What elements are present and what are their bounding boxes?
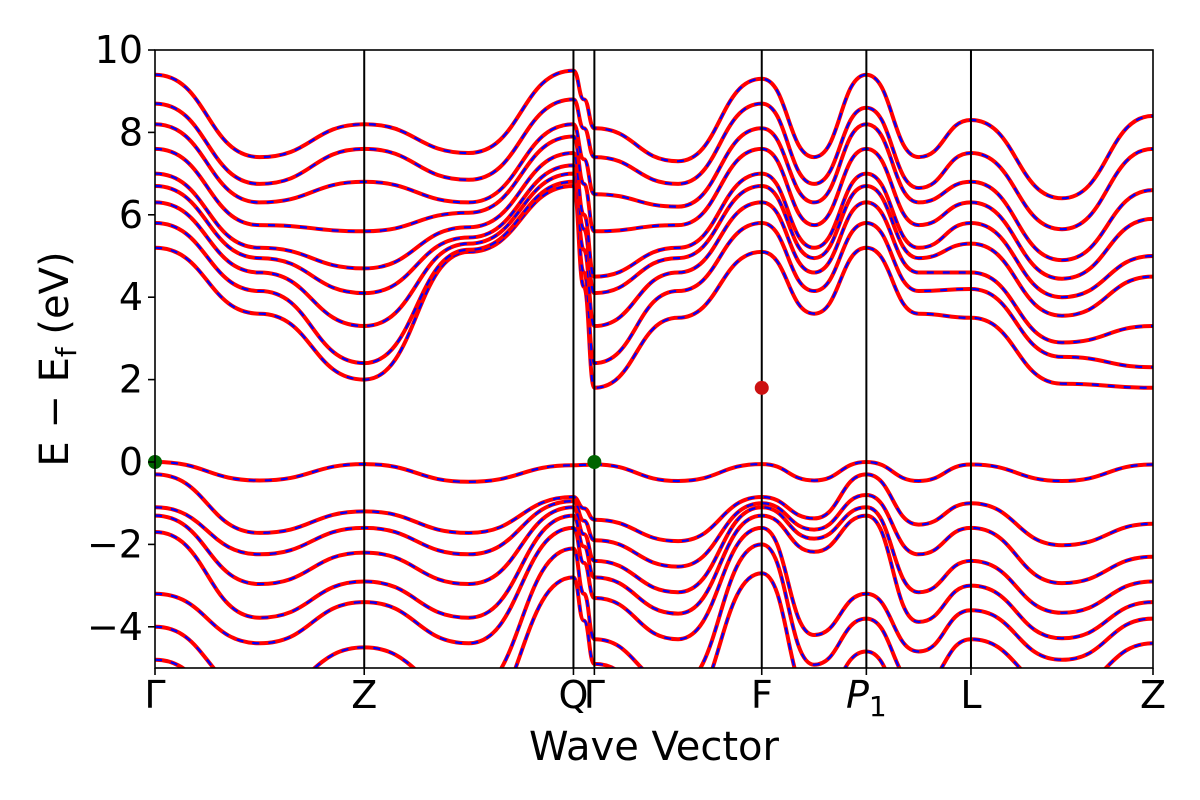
band-line-wannier [155, 151, 1153, 299]
band-line-wannier [155, 164, 1153, 317]
x-tick-label: F [751, 673, 773, 717]
y-tick-label: 4 [119, 275, 143, 319]
x-tick-label: L [960, 673, 981, 717]
y-tick-label: 10 [95, 28, 143, 72]
band-edge-markers [148, 380, 769, 469]
band-line-wannier [155, 493, 1153, 585]
band-line-wannier [155, 514, 1153, 640]
y-tick-label: 2 [119, 358, 143, 402]
x-tick-label: Z [1140, 673, 1166, 717]
y-tick-label: −2 [87, 522, 143, 566]
high-symmetry-lines [363, 50, 972, 668]
band-line-wannier [155, 180, 1153, 369]
y-tick-label: 0 [119, 440, 143, 484]
x-tick-label: Γ [144, 673, 165, 717]
y-tick-label: 8 [119, 110, 143, 154]
vbm-marker [587, 455, 602, 469]
y-tick-label: 6 [119, 193, 143, 237]
band-line-wannier [155, 172, 1153, 344]
x-tick-label: P1 [846, 673, 887, 723]
y-axis-title: E − Ef (eV) [32, 251, 83, 466]
x-tick-label: Q [558, 673, 588, 717]
y-axis: −4 −2 0 2 4 6 8 10 [87, 28, 155, 649]
plot-frame [154, 49, 1154, 669]
cbm-marker [754, 380, 769, 395]
x-axis: Γ Z QΓ F P1 L Z [144, 668, 1166, 723]
band-line-wannier [155, 135, 1153, 280]
x-axis-title: Wave Vector [529, 724, 780, 770]
band-line-wannier [155, 526, 1153, 661]
band-line-wannier [155, 460, 1153, 483]
x-tick-label: Z [351, 673, 377, 717]
x-tick-label: Γ [584, 673, 605, 717]
band-line-wannier [155, 98, 1153, 231]
y-tick-label: −4 [87, 605, 143, 649]
band-line-wannier [155, 543, 1153, 668]
